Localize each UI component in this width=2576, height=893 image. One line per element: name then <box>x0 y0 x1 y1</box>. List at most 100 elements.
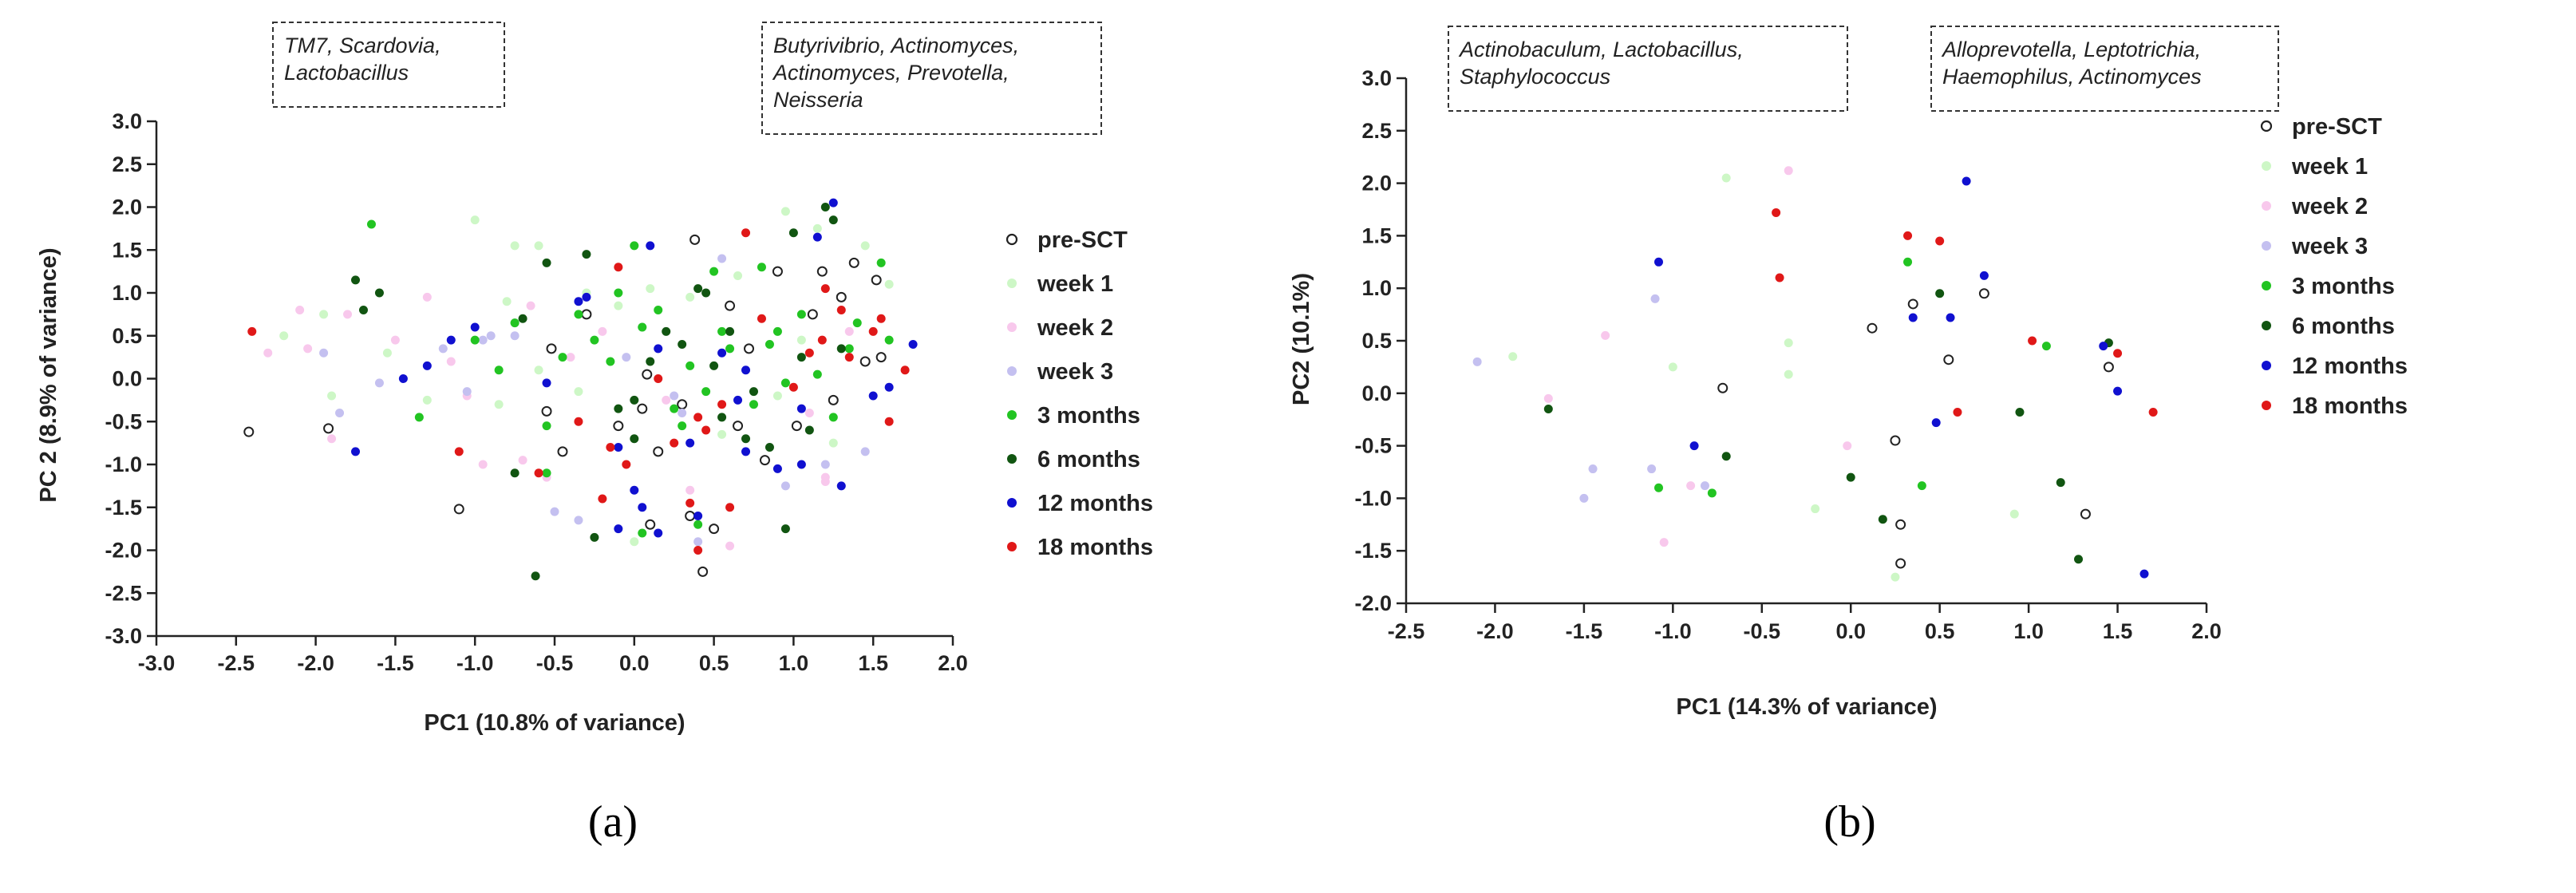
data-point <box>630 395 639 405</box>
data-point <box>574 297 583 306</box>
legend-label: 3 months <box>1037 403 1140 429</box>
data-point <box>646 357 655 366</box>
data-point <box>900 365 910 375</box>
data-point <box>670 404 679 413</box>
y-tick-label: -0.5 <box>1354 434 1392 458</box>
x-axis-label: PC1 (10.8% of variance) <box>424 710 685 736</box>
data-point <box>319 310 329 319</box>
x-tick-label: 0.0 <box>1835 619 1866 643</box>
y-axis-label: PC2 (10.1%) <box>1289 273 1314 405</box>
legend-label: week 2 <box>1037 315 1113 341</box>
data-point <box>759 455 770 466</box>
data-point <box>677 399 688 410</box>
data-point <box>366 219 376 229</box>
data-point <box>741 365 751 375</box>
data-point <box>765 340 774 349</box>
data-point <box>303 344 313 354</box>
data-point <box>1943 354 1954 365</box>
legend-marker <box>1007 322 1017 332</box>
y-tick-label: 2.0 <box>1361 172 1392 196</box>
data-point <box>717 326 727 336</box>
data-point <box>630 485 639 495</box>
data-point <box>685 438 695 448</box>
annotation-border <box>1448 26 1848 112</box>
data-point <box>454 447 464 456</box>
data-point <box>542 258 551 267</box>
legend-label: pre-SCT <box>1037 227 1128 253</box>
data-point <box>614 301 623 310</box>
data-point <box>820 284 830 294</box>
legend-marker <box>1007 454 1017 464</box>
series-3-months <box>366 219 894 538</box>
y-axis-label: PC 2 (8.9% of variance) <box>36 247 61 502</box>
data-point <box>494 365 504 375</box>
data-point <box>860 241 870 251</box>
data-point <box>871 275 882 286</box>
data-point <box>678 409 687 417</box>
data-point <box>685 498 695 508</box>
series-18-months <box>1772 207 2158 417</box>
data-point <box>1811 504 1820 514</box>
data-point <box>1953 407 1962 417</box>
data-point <box>788 382 798 392</box>
data-point <box>590 335 599 345</box>
annotation-border <box>761 22 1102 135</box>
data-point <box>860 447 870 456</box>
data-point <box>531 571 540 581</box>
legend-marker <box>2262 281 2271 290</box>
series-pre-sct <box>1717 288 2114 569</box>
data-point <box>243 426 255 437</box>
annotation-text-line: Butyrivibrio, Actinomyces, <box>773 34 1019 57</box>
y-tick-label: 3.0 <box>1361 66 1392 90</box>
y-tick-label: 2.5 <box>112 152 142 176</box>
data-point <box>2080 508 2091 520</box>
data-point <box>828 413 838 422</box>
x-tick-label: -1.5 <box>377 651 414 675</box>
data-point <box>446 335 456 345</box>
data-point <box>323 423 334 434</box>
data-point <box>828 215 838 225</box>
data-point <box>1895 519 1906 530</box>
data-point <box>780 481 790 491</box>
data-point <box>1686 481 1696 491</box>
legend-item: 18 months <box>2262 393 2408 419</box>
data-point <box>2099 342 2108 351</box>
y-tick-label: 1.5 <box>1361 223 1392 247</box>
data-point <box>884 417 894 426</box>
data-point <box>717 429 727 439</box>
data-point <box>566 353 575 362</box>
data-point <box>518 456 527 465</box>
annotation-text-line: Haemophilus, Actinomyces <box>1942 65 2202 89</box>
data-point <box>717 348 727 358</box>
data-point <box>697 566 709 577</box>
data-point <box>422 292 432 302</box>
data-point <box>630 537 639 547</box>
data-point <box>1931 418 1941 428</box>
data-point <box>1472 357 1482 366</box>
data-point <box>374 288 384 298</box>
data-point <box>884 279 894 289</box>
data-point <box>1784 369 1793 379</box>
data-point <box>654 344 663 354</box>
data-point <box>749 400 758 409</box>
data-point <box>279 331 289 341</box>
data-point <box>1917 481 1926 491</box>
y-tick-label: -1.0 <box>1354 486 1392 510</box>
legend-item: 6 months <box>1007 447 1140 472</box>
legend-marker <box>2262 161 2271 171</box>
data-point <box>510 468 520 478</box>
data-point <box>351 447 360 456</box>
data-point <box>1508 352 1518 362</box>
data-point <box>820 460 830 469</box>
data-point <box>574 417 583 426</box>
series-6-months <box>1543 289 2113 564</box>
legend-label: 12 months <box>1037 491 1153 516</box>
data-point <box>670 438 679 448</box>
x-tick-label: -2.0 <box>297 651 334 675</box>
data-point <box>796 460 806 469</box>
data-point <box>693 284 703 294</box>
data-point <box>1908 313 1918 322</box>
data-point <box>820 203 830 211</box>
data-point <box>807 309 818 320</box>
taxa-annotation-box: Butyrivibrio, Actinomyces, Actinomyces, P… <box>761 22 1102 135</box>
